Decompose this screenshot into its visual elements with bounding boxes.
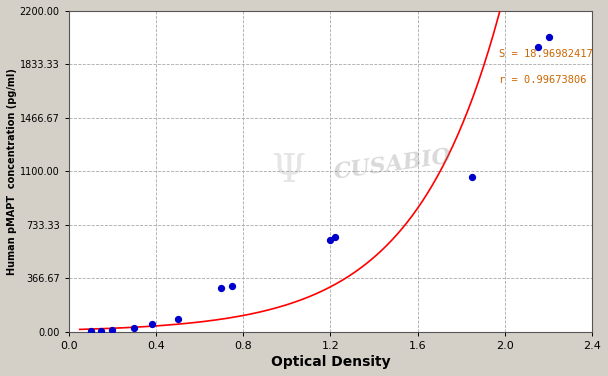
Point bbox=[86, 328, 95, 334]
Point bbox=[97, 328, 106, 334]
Point bbox=[330, 234, 340, 240]
Y-axis label: Human pMAPT  concentration (pg/ml): Human pMAPT concentration (pg/ml) bbox=[7, 68, 17, 275]
Text: Ψ: Ψ bbox=[272, 153, 306, 190]
Point bbox=[468, 174, 477, 180]
Point bbox=[544, 34, 553, 40]
Point bbox=[108, 327, 117, 333]
Point bbox=[533, 44, 542, 50]
Point bbox=[130, 325, 139, 331]
Point bbox=[216, 285, 226, 291]
X-axis label: Optical Density: Optical Density bbox=[271, 355, 390, 369]
Text: r = 0.99673806: r = 0.99673806 bbox=[499, 75, 586, 85]
Text: CUSABIO: CUSABIO bbox=[333, 146, 454, 184]
Point bbox=[325, 237, 335, 243]
Point bbox=[227, 283, 237, 289]
Point bbox=[147, 321, 156, 327]
Point bbox=[173, 316, 182, 322]
Text: S = 18.96982417: S = 18.96982417 bbox=[499, 49, 592, 59]
